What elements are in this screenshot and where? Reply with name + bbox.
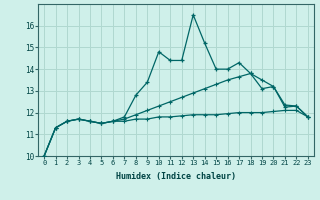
X-axis label: Humidex (Indice chaleur): Humidex (Indice chaleur)	[116, 172, 236, 181]
